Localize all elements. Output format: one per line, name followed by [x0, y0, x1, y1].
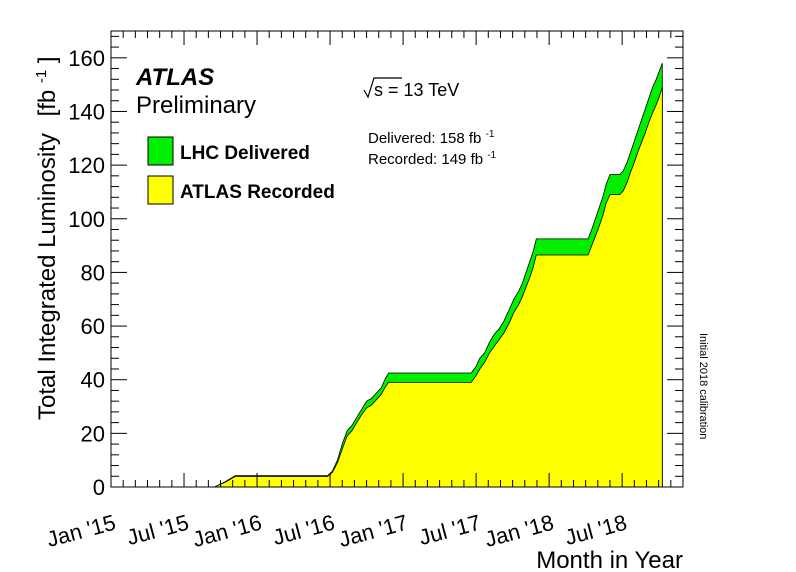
series-area-recorded: [111, 87, 663, 488]
luminosity-areas: [111, 63, 663, 488]
legend-label-recorded: ATLAS Recorded: [180, 182, 335, 203]
recorded-summary: Recorded: 149 fb -1: [368, 150, 497, 168]
y-tick-label: 80: [81, 260, 105, 285]
sqrt-symbol: [363, 77, 402, 99]
x-tick-label: Jan '18: [482, 510, 556, 552]
status-label: Preliminary: [136, 92, 256, 119]
delivered-summary-exponent: -1: [486, 129, 495, 140]
y-axis-title: Total Integrated Luminosity [fb -1 ]: [25, 56, 61, 420]
experiment-label: ATLAS: [135, 64, 214, 91]
plot-frame: [110, 30, 684, 488]
y-tick-label: 100: [68, 207, 105, 232]
delivered-summary-text: Delivered: 158 fb: [368, 130, 481, 147]
legend-swatch-delivered: [147, 136, 174, 166]
legend-label-delivered: LHC Delivered: [180, 143, 310, 164]
y-tick-label: 120: [68, 153, 105, 178]
x-tick-label: Jul '17: [416, 510, 483, 550]
calibration-note: Initial 2018 calibration: [697, 333, 709, 439]
y-tick-label: 40: [81, 368, 105, 393]
x-tick-label: Jul '15: [124, 510, 191, 550]
x-tick-label: Jul '18: [562, 510, 629, 550]
legend-item-delivered: LHC Delivered: [147, 136, 310, 166]
y-axis-unit: [fb: [34, 90, 61, 117]
x-tick-label: Jul '16: [270, 510, 337, 550]
y-axis-title-text: Total Integrated Luminosity: [34, 133, 61, 420]
y-axis-unit-exponent: -1: [33, 70, 50, 83]
x-tick-label: Jan '17: [336, 510, 410, 552]
energy-annotation: s = 13 TeV: [363, 77, 459, 100]
recorded-summary-text: Recorded: 149 fb: [368, 151, 483, 168]
y-axis: 0 20 40 60 80 100 120 140 160: [68, 35, 683, 500]
y-tick-label: 20: [81, 421, 105, 446]
y-tick-label: 0: [93, 475, 105, 500]
legend: LHC Delivered ATLAS Recorded: [147, 136, 335, 205]
x-tick-label: Jan '16: [190, 510, 264, 552]
delivered-summary: Delivered: 158 fb -1: [368, 129, 495, 147]
energy-label: s = 13 TeV: [374, 80, 459, 100]
y-tick-label: 60: [81, 314, 105, 339]
y-tick-label: 140: [68, 99, 105, 124]
recorded-summary-exponent: -1: [487, 150, 496, 161]
x-axis-title: Month in Year: [536, 547, 683, 572]
x-tick-label: Jan '15: [44, 510, 118, 552]
y-tick-label: 160: [68, 46, 105, 71]
legend-item-recorded: ATLAS Recorded: [147, 175, 335, 205]
y-axis-unit-close: ]: [34, 56, 61, 63]
legend-swatch-recorded: [147, 175, 174, 205]
